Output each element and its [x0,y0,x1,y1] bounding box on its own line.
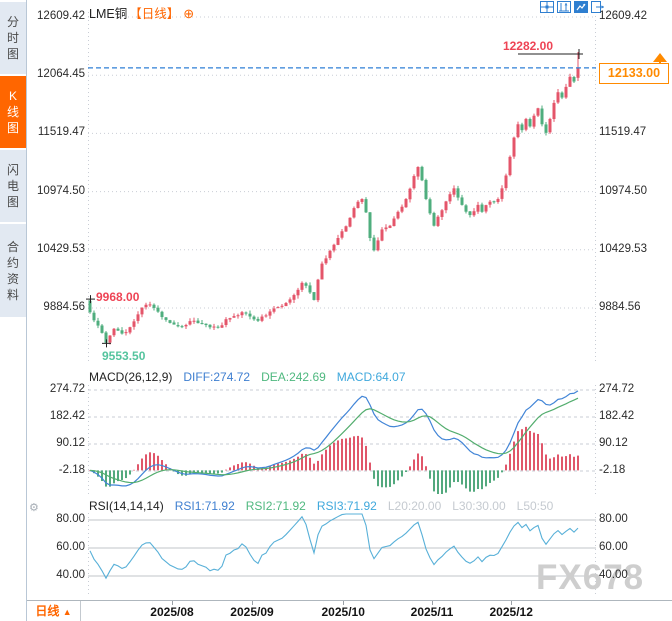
rsi-axis-label-right: 80.00 [599,513,628,525]
period-tag: 【日线】 [129,7,180,21]
macd-hist-value: MACD:64.07 [336,370,406,384]
rsi2-value: RSI2:71.92 [245,499,306,513]
price-axis-label-left: 12609.42 [37,10,85,22]
exit-chart-icon[interactable] [591,1,605,13]
period-selector-arrow-icon: ▲ [62,607,72,617]
macd-name: MACD(26,12,9) [89,370,173,384]
instrument-name: LME铜 [89,7,128,21]
sidebar-tab-闪电图[interactable]: 闪电图 [0,150,26,222]
rsi-name: RSI(14,14,14) [89,499,164,513]
rsi-axis-label-left: 60.00 [56,541,85,553]
price-axis-label-right: 12609.42 [599,10,647,22]
chart-title: LME铜 【日线】 ⊕ [89,3,194,22]
session-high-label: 12282.00 [502,39,553,53]
time-axis-tick [171,601,173,605]
macd-diff-value: DIFF:274.72 [183,370,251,384]
rsi-axis-label-left: 80.00 [56,513,85,525]
macd-axis-label-right: -2.18 [599,464,626,476]
price-axis-label-left: 9884.56 [43,301,85,313]
macd-axis-label-left: 90.12 [56,437,85,449]
axis-scale-icon[interactable] [557,1,571,13]
macd-axis-label-left: 182.42 [49,410,85,422]
macd-axis-label-left: 274.72 [49,383,85,395]
left-high-label: 9968.00 [96,290,140,304]
sidebar-tab-分时图[interactable]: 分时图 [0,2,26,74]
current-price-badge: 12133.00 [599,63,669,84]
chart-toolbar [540,1,605,13]
rsi-header: RSI(14,14,14) RSI1:71.92 RSI2:71.92 RSI3:71… [89,499,564,513]
rsi-axis-label-right: 60.00 [599,541,628,553]
rsi1-value: RSI1:71.92 [174,499,235,513]
price-axis-label-left: 12064.45 [37,68,85,81]
time-axis-tick [431,601,433,605]
price-axis-label-right: 10429.53 [599,242,647,255]
time-axis-tick [510,601,512,605]
price-axis-label-right: 11519.47 [599,126,647,139]
add-indicator-icon[interactable]: ⊕ [183,6,195,21]
period-selector[interactable]: 日线 ▲ [27,601,81,621]
price-axis-label-right: 9884.56 [599,301,641,313]
macd-axis-label-right: 90.12 [599,437,628,449]
rsi-l30-value: L30:30.00 [452,499,506,513]
rsi-axis-label-left: 40.00 [56,569,85,581]
period-low-label: 9553.50 [102,349,146,363]
crosshair-icon[interactable] [540,1,554,13]
macd-dea-value: DEA:242.69 [261,370,326,384]
indicator-settings-icon[interactable]: ⚙ [29,502,39,514]
macd-axis-label-right: 274.72 [599,383,635,395]
macd-axis-label-right: 182.42 [599,410,635,422]
rsi3-value: RSI3:71.92 [316,499,377,513]
sidebar-tab-合约资料[interactable]: 合约资料 [0,224,26,317]
time-axis-label: 2025/09 [230,605,274,619]
goto-latest-icon[interactable] [574,1,588,13]
rsi-l20-value: L20:20.00 [387,499,442,513]
macd-header: MACD(26,12,9) DIFF:274.72 DEA:242.69 MACD:6… [89,370,417,384]
time-axis-tick [342,601,344,605]
fx678-watermark: FX678 [536,558,645,597]
macd-axis-label-left: -2.18 [58,464,85,476]
price-axis-label-left: 11519.47 [37,126,85,139]
time-axis-tick [251,601,253,605]
time-axis-label: 2025/08 [150,605,194,619]
price-axis-label-right: 10974.50 [599,184,647,197]
rsi-l50-value: L50:50 [516,499,554,513]
time-axis-label: 2025/12 [489,605,533,619]
time-axis-bar: 日线 ▲ 2025/08 2025/09 2025/10 2025/11 2025/12 [0,600,672,621]
time-axis-label: 2025/10 [321,605,365,619]
price-axis-label-left: 10429.53 [37,242,85,255]
rsi-axis-label-right: 40.00 [599,569,628,581]
period-selector-label: 日线 [35,604,60,618]
price-axis-label-left: 10974.50 [37,184,85,197]
time-axis-label: 2025/11 [410,605,454,619]
